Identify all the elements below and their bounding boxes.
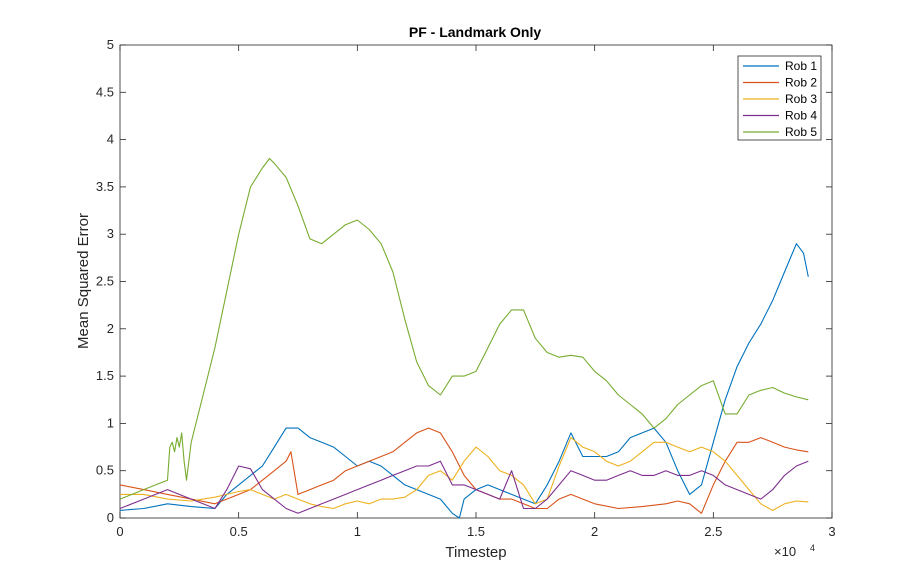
x-tick-label: 0.5: [230, 524, 248, 539]
plot-frame: [119, 44, 833, 519]
x-tick-label: 2: [591, 524, 598, 539]
y-tick-label: 5: [107, 37, 114, 52]
y-tick-label: 4.5: [96, 84, 114, 99]
legend-box: [737, 55, 822, 141]
legend-label-3: Rob 3: [785, 92, 817, 106]
x-tick-label: 1: [354, 524, 361, 539]
legend-label-4: Rob 4: [785, 109, 817, 123]
x-axis-exponent: ×10 4: [774, 543, 815, 559]
y-tick-label: 3: [107, 226, 114, 241]
x-tick-label: 1.5: [467, 524, 485, 539]
y-tick-label: 1.5: [96, 368, 114, 383]
legend-label-1: Rob 1: [785, 59, 817, 73]
x-exponent-base: ×10: [774, 544, 796, 559]
x-tick-label: 3: [828, 524, 835, 539]
x-exponent-power: 4: [810, 543, 815, 553]
y-tick-label: 2.5: [96, 274, 114, 289]
x-axis-ticks: 0 0.5 1 1.5 2 2.5 3: [116, 45, 836, 539]
series-line-4: [119, 460, 809, 514]
series-line-2: [119, 427, 809, 514]
y-axis-label: Mean Squared Error: [75, 213, 92, 349]
chart-title: PF - Landmark Only: [409, 24, 541, 40]
y-tick-label: 0.5: [96, 463, 114, 478]
series-line-5: [119, 157, 809, 500]
series-line-3: [120, 437, 809, 511]
x-axis-label: Timestep: [445, 544, 506, 561]
y-tick-label: 3.5: [96, 179, 114, 194]
y-tick-label: 0: [107, 510, 114, 525]
y-tick-label: 4: [107, 132, 114, 147]
legend: Rob 1 Rob 2 Rob 3 Rob 4 Rob 5: [737, 55, 822, 141]
series-layer: [119, 157, 809, 519]
y-tick-label: 2: [107, 321, 114, 336]
series-line-1: [119, 243, 809, 519]
legend-label-2: Rob 2: [785, 76, 817, 90]
plot-area: 0 0.5 1 1.5 2 2.5 3 0 0.5 1 1.5 2 2.5 3 3.5 4 4.5 5: [96, 37, 836, 539]
x-tick-label: 2.5: [704, 524, 722, 539]
x-tick-label: 0: [116, 524, 123, 539]
legend-label-5: Rob 5: [785, 125, 817, 139]
y-axis-ticks: 0 0.5 1 1.5 2 2.5 3 3.5 4 4.5 5: [96, 37, 832, 525]
y-tick-label: 1: [107, 415, 114, 430]
